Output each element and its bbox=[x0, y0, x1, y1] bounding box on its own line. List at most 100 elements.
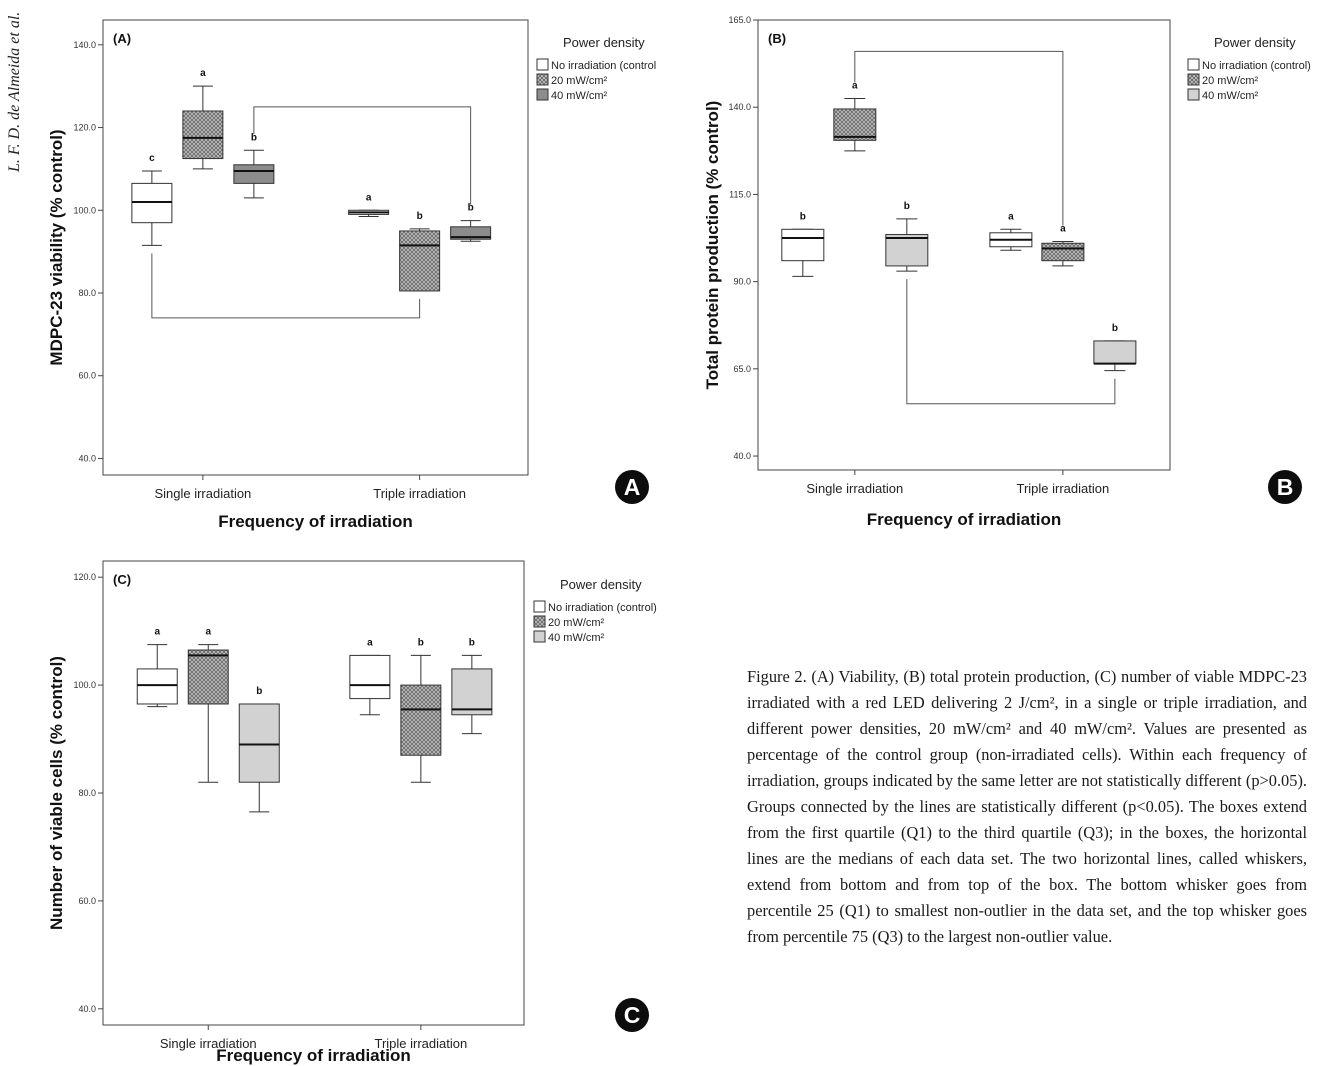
legend-swatch bbox=[1187, 58, 1200, 71]
box-1-1: b bbox=[399, 211, 441, 292]
y-tick-label: 115.0 bbox=[729, 189, 751, 199]
y-tick-label: 120.0 bbox=[73, 123, 96, 133]
y-tick-label: 80.0 bbox=[78, 288, 96, 298]
x-axis-title: Frequency of irradiation bbox=[867, 510, 1062, 529]
legend-swatch bbox=[1187, 88, 1200, 101]
y-tick-label: 80.0 bbox=[78, 788, 96, 798]
legend-entry-label: 40 mW/cm² bbox=[548, 632, 605, 644]
iqr-box bbox=[187, 649, 229, 705]
iqr-box bbox=[885, 234, 929, 267]
x-category-label: Single irradiation bbox=[806, 481, 903, 496]
significance-letter: a bbox=[852, 80, 858, 91]
legend-title: Power density bbox=[560, 577, 642, 592]
box-0-0: b bbox=[781, 211, 825, 277]
x-axis-title: Frequency of irradiation bbox=[216, 1046, 411, 1065]
significance-letter: c bbox=[149, 153, 155, 164]
significance-letter: b bbox=[1112, 323, 1118, 334]
iqr-box bbox=[1041, 242, 1085, 262]
badge-circle bbox=[615, 470, 649, 504]
x-category-label: Triple irradiation bbox=[1017, 481, 1110, 496]
iqr-box bbox=[399, 230, 441, 292]
significance-letter: b bbox=[417, 211, 423, 222]
iqr-box bbox=[238, 703, 280, 783]
legend-entry-label: No irradiation (control) bbox=[548, 602, 657, 614]
legend: Power density No irradiation (control) 20 … bbox=[1187, 35, 1311, 102]
iqr-box bbox=[1093, 340, 1137, 365]
iqr-box bbox=[400, 684, 442, 756]
box-0-0: a bbox=[136, 627, 178, 708]
significance-letter: b bbox=[251, 132, 257, 143]
box-2-1: b bbox=[1093, 323, 1137, 372]
legend-entry-label: No irradiation (control bbox=[551, 60, 656, 72]
y-tick-label: 40.0 bbox=[78, 1004, 96, 1014]
box-2-0: b bbox=[238, 686, 280, 813]
significance-bracket bbox=[854, 50, 1064, 226]
badge-letter: A bbox=[624, 474, 641, 500]
y-tick-label: 140.0 bbox=[728, 102, 751, 112]
significance-letter: b bbox=[904, 201, 910, 212]
significance-letter: b bbox=[469, 637, 475, 648]
iqr-box bbox=[450, 226, 492, 240]
badge-circle bbox=[1268, 470, 1302, 504]
panel-label: (B) bbox=[768, 31, 786, 46]
box-0-0: c bbox=[131, 153, 173, 246]
significance-letter: b bbox=[468, 203, 474, 214]
y-tick-label: 40.0 bbox=[78, 453, 96, 463]
box-2-0: b bbox=[885, 201, 929, 272]
legend: Power density No irradiation (control 20 m… bbox=[536, 35, 656, 102]
legend-swatch bbox=[536, 73, 549, 86]
iqr-box bbox=[349, 654, 391, 700]
figure-caption: Figure 2. (A) Viability, (B) total prote… bbox=[747, 667, 1307, 946]
x-category-label: Single irradiation bbox=[154, 486, 251, 501]
y-axis-title: Number of viable cells (% control) bbox=[47, 656, 66, 930]
badge-circle bbox=[615, 998, 649, 1032]
legend-title: Power density bbox=[1214, 35, 1296, 50]
iqr-box bbox=[781, 228, 825, 262]
legend-entry-label: No irradiation (control) bbox=[1202, 60, 1311, 72]
plot-frame bbox=[102, 19, 529, 476]
y-axis-title: Total protein production (% control) bbox=[703, 101, 722, 390]
box-1-0: a bbox=[182, 68, 224, 170]
y-tick-label: 140.0 bbox=[73, 40, 96, 50]
legend-entry-label: 20 mW/cm² bbox=[548, 617, 605, 629]
iqr-box bbox=[451, 668, 493, 716]
x-category-label: Triple irradiation bbox=[374, 1036, 467, 1051]
legend-entry-label: 20 mW/cm² bbox=[1202, 75, 1259, 87]
badge-letter: C bbox=[624, 1002, 641, 1028]
legend-entry-label: 40 mW/cm² bbox=[1202, 90, 1259, 102]
x-category-label: Single irradiation bbox=[160, 1036, 257, 1051]
significance-letter: a bbox=[154, 627, 160, 638]
box-1-1: b bbox=[400, 637, 442, 783]
legend-swatch bbox=[533, 615, 546, 628]
significance-letter: b bbox=[256, 686, 262, 697]
y-tick-label: 90.0 bbox=[733, 277, 751, 287]
iqr-box bbox=[833, 108, 877, 141]
box-2-1: b bbox=[450, 203, 492, 242]
panel-label: (C) bbox=[113, 572, 131, 587]
box-1-0: a bbox=[833, 80, 877, 152]
y-tick-label: 40.0 bbox=[733, 451, 751, 461]
significance-letter: a bbox=[367, 637, 373, 648]
significance-letter: a bbox=[200, 68, 206, 79]
y-tick-label: 120.0 bbox=[73, 572, 96, 582]
legend: Power density No irradiation (control) 20 … bbox=[533, 577, 657, 644]
chart-panel-c: 40.0 60.0 80.0 100.0 120.0 Single irradiation… bbox=[47, 560, 657, 1065]
y-tick-label: 60.0 bbox=[78, 371, 96, 381]
legend-swatch bbox=[536, 58, 549, 71]
box-0-1: a bbox=[349, 637, 391, 716]
badge-letter: B bbox=[1277, 474, 1294, 500]
significance-letter: a bbox=[366, 192, 372, 203]
y-tick-label: 65.0 bbox=[733, 364, 751, 374]
legend-swatch bbox=[533, 630, 546, 643]
box-2-1: b bbox=[451, 637, 493, 735]
box-0-1: a bbox=[989, 211, 1033, 251]
significance-letter: b bbox=[418, 637, 424, 648]
y-tick-label: 100.0 bbox=[73, 205, 96, 215]
legend-swatch bbox=[533, 600, 546, 613]
significance-letter: a bbox=[1060, 224, 1066, 235]
panel-badge: C bbox=[615, 998, 649, 1032]
chart-panel-b: 40.0 65.0 90.0 115.0 140.0 165.0 Single irradi… bbox=[703, 15, 1311, 529]
x-axis-title: Frequency of irradiation bbox=[218, 512, 413, 531]
significance-bracket bbox=[151, 253, 421, 319]
y-tick-label: 60.0 bbox=[78, 896, 96, 906]
